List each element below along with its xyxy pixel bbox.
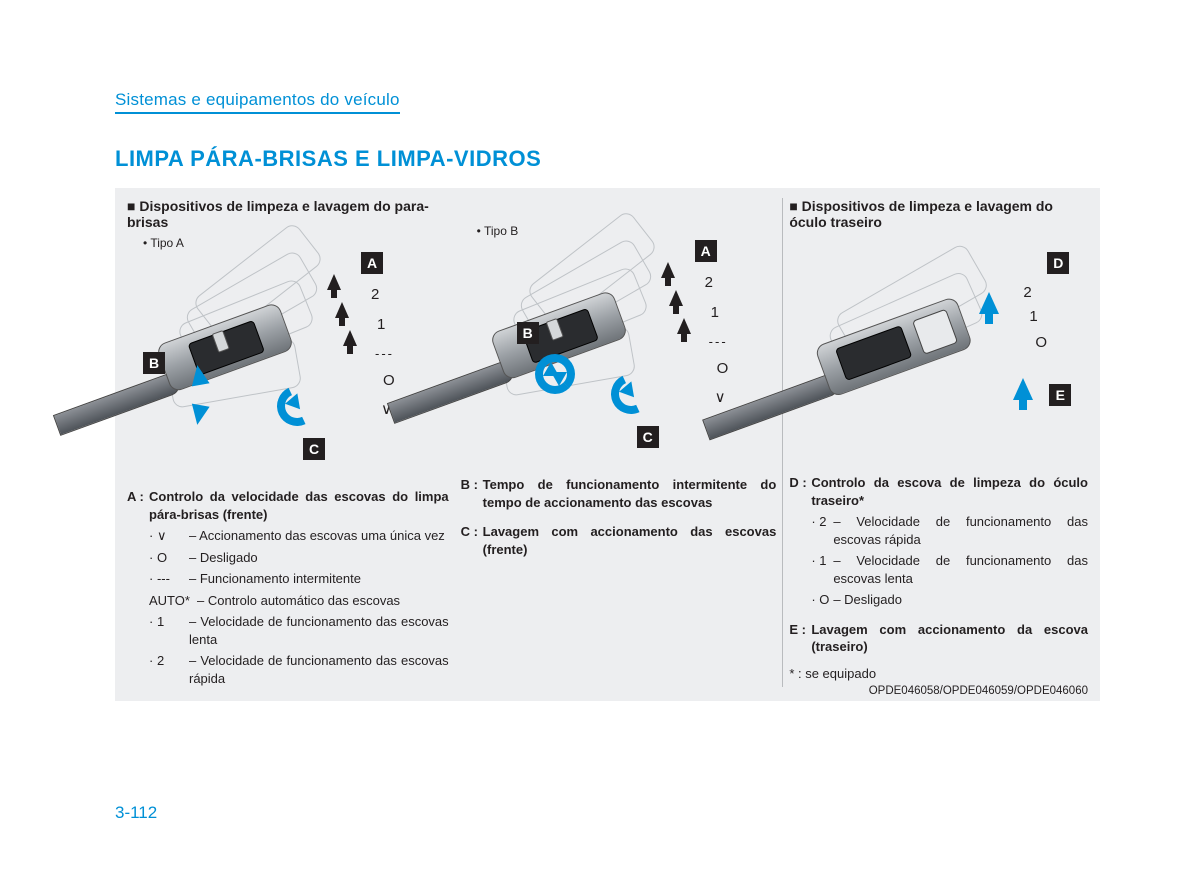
- desc-a-i4-sym: AUTO*: [149, 592, 197, 610]
- blue-arrow-ring-icon: [535, 354, 575, 394]
- up-arrow-icon: [343, 330, 357, 346]
- desc-d-i1-txt: – Velocidade de funcionamento das escova…: [833, 513, 1088, 548]
- image-reference-code: OPDE046058/OPDE046059/OPDE046060: [869, 685, 1088, 697]
- front-subtitle-text: Dispositivos de limpeza e lavagem do par…: [127, 198, 429, 230]
- callout-letter-a: A: [695, 240, 717, 262]
- stalk-arm-icon: [53, 371, 183, 436]
- page-number: 3-112: [115, 803, 157, 823]
- desc-b: B : Tempo de funcionamento intermitente …: [461, 476, 777, 511]
- desc-d-i3-txt: – Desligado: [833, 591, 1088, 609]
- pos-o: O: [383, 372, 395, 389]
- callout-letter-c: C: [303, 438, 325, 460]
- column-type-b: • Tipo B: [455, 198, 783, 687]
- pos-2: 2: [371, 286, 379, 303]
- column-type-a: ■ Dispositivos de limpeza e lavagem do p…: [127, 198, 455, 687]
- desc-d: D : Controlo da escova de limpeza do ócu…: [789, 474, 1088, 609]
- blue-arrow-down-icon: [188, 404, 209, 427]
- blue-arrow-up-icon: [188, 364, 209, 387]
- up-arrow-icon: [669, 290, 683, 306]
- up-arrow-icon: [335, 302, 349, 318]
- desc-c: C : Lavagem com accionamento das escovas…: [461, 523, 777, 558]
- rear-subtitle: ■ Dispositivos de limpeza e lavagem do ó…: [789, 198, 1088, 230]
- desc-c-head: C : Lavagem com accionamento das escovas…: [461, 523, 777, 558]
- desc-e-letter: E :: [789, 621, 811, 656]
- desc-d-text: Controlo da escova de limpeza do óculo t…: [811, 474, 1088, 509]
- desc-d-i1-sym: · 2: [811, 513, 833, 548]
- desc-a-i2-txt: – Desligado: [189, 549, 449, 567]
- rear-pos-o: O: [1035, 334, 1047, 351]
- desc-d-i2-sym: · 1: [811, 552, 833, 587]
- blue-arrow-stem-icon: [985, 312, 993, 324]
- callout-letter-a: A: [361, 252, 383, 274]
- desc-a-text: Controlo da velocidade das escovas do li…: [149, 488, 449, 523]
- up-arrow-icon: [677, 318, 691, 334]
- desc-e: E : Lavagem com accionamento da escova (…: [789, 621, 1088, 656]
- callout-letter-e: E: [1049, 384, 1071, 406]
- callout-letter-d: D: [1047, 252, 1069, 274]
- diagram-rear: D E 2 1 O: [789, 236, 1088, 462]
- desc-d-letter: D :: [789, 474, 811, 509]
- desc-d-i3-sym: · O: [811, 591, 833, 609]
- desc-e-text: Lavagem com accionamento da escova (tras…: [811, 621, 1088, 656]
- desc-a-i6-sym: · 2: [149, 652, 189, 687]
- blue-arrow-stem-icon: [1019, 398, 1027, 410]
- callout-letter-c: C: [637, 426, 659, 448]
- blue-arrow-up-icon: [979, 292, 999, 314]
- desc-a-i4-txt: – Controlo automático das escovas: [197, 592, 449, 610]
- desc-a-head: A : Controlo da velocidade das escovas d…: [127, 488, 449, 523]
- content-panel: ■ Dispositivos de limpeza e lavagem do p…: [115, 188, 1100, 701]
- pos-1: 1: [711, 304, 719, 321]
- pos-v: ∨: [715, 388, 726, 406]
- footnote: * : se equipado: [789, 666, 1088, 681]
- column-rear: ■ Dispositivos de limpeza e lavagem do ó…: [782, 198, 1088, 687]
- up-arrow-icon: [661, 262, 675, 278]
- desc-c-text: Lavagem com accionamento das escovas (fr…: [483, 523, 777, 558]
- desc-e-head: E : Lavagem com accionamento da escova (…: [789, 621, 1088, 656]
- desc-c-letter: C :: [461, 523, 483, 558]
- square-bullet-icon: ■: [789, 198, 801, 214]
- square-bullet-icon: ■: [127, 198, 139, 214]
- chapter-title: Sistemas e equipamentos do veículo: [115, 90, 400, 114]
- rear-pos-2: 2: [1023, 284, 1031, 301]
- section-title: LIMPA PÁRA-BRISAS E LIMPA-VIDROS: [115, 146, 1100, 172]
- desc-b-letter: B :: [461, 476, 483, 511]
- rear-pos-1: 1: [1029, 308, 1037, 325]
- pos-dash: ---: [709, 334, 728, 349]
- pos-dash: ---: [375, 346, 394, 361]
- desc-d-i2-txt: – Velocidade de funcionamento das escova…: [833, 552, 1088, 587]
- callout-letter-b: B: [143, 352, 165, 374]
- columns: ■ Dispositivos de limpeza e lavagem do p…: [127, 198, 1088, 687]
- pos-o: O: [717, 360, 729, 377]
- desc-a-i3-txt: – Funcionamento intermitente: [189, 570, 449, 588]
- pos-2: 2: [705, 274, 713, 291]
- desc-b-head: B : Tempo de funcionamento intermitente …: [461, 476, 777, 511]
- desc-a-letter: A :: [127, 488, 149, 523]
- desc-b-text: Tempo de funcionamento intermitente do t…: [483, 476, 777, 511]
- blue-arrow-up-icon: [1013, 378, 1033, 400]
- callout-letter-b: B: [517, 322, 539, 344]
- up-arrow-icon: [327, 274, 341, 290]
- desc-a-i6-txt: – Velocidade de funcionamento das escova…: [189, 652, 449, 687]
- manual-page: Sistemas e equipamentos do veículo LIMPA…: [0, 0, 1200, 741]
- desc-a-i2-sym: · O: [149, 549, 189, 567]
- desc-a-i5-sym: · 1: [149, 613, 189, 648]
- desc-d-head: D : Controlo da escova de limpeza do ócu…: [789, 474, 1088, 509]
- rear-subtitle-text: Dispositivos de limpeza e lavagem do ócu…: [789, 198, 1053, 230]
- desc-a: A : Controlo da velocidade das escovas d…: [127, 488, 449, 687]
- desc-a-i3-sym: · ---: [149, 570, 189, 588]
- desc-a-i1-sym: · ∨: [149, 527, 189, 545]
- desc-a-i1-txt: – Accionamento das escovas uma única vez: [189, 527, 449, 545]
- diagram-type-a: A B C 2 1 --- O ∨: [127, 256, 449, 476]
- desc-a-i5-txt: – Velocidade de funcionamento das escova…: [189, 613, 449, 648]
- pos-1: 1: [377, 316, 385, 333]
- rear-wiper-glyph-icon: [912, 309, 958, 355]
